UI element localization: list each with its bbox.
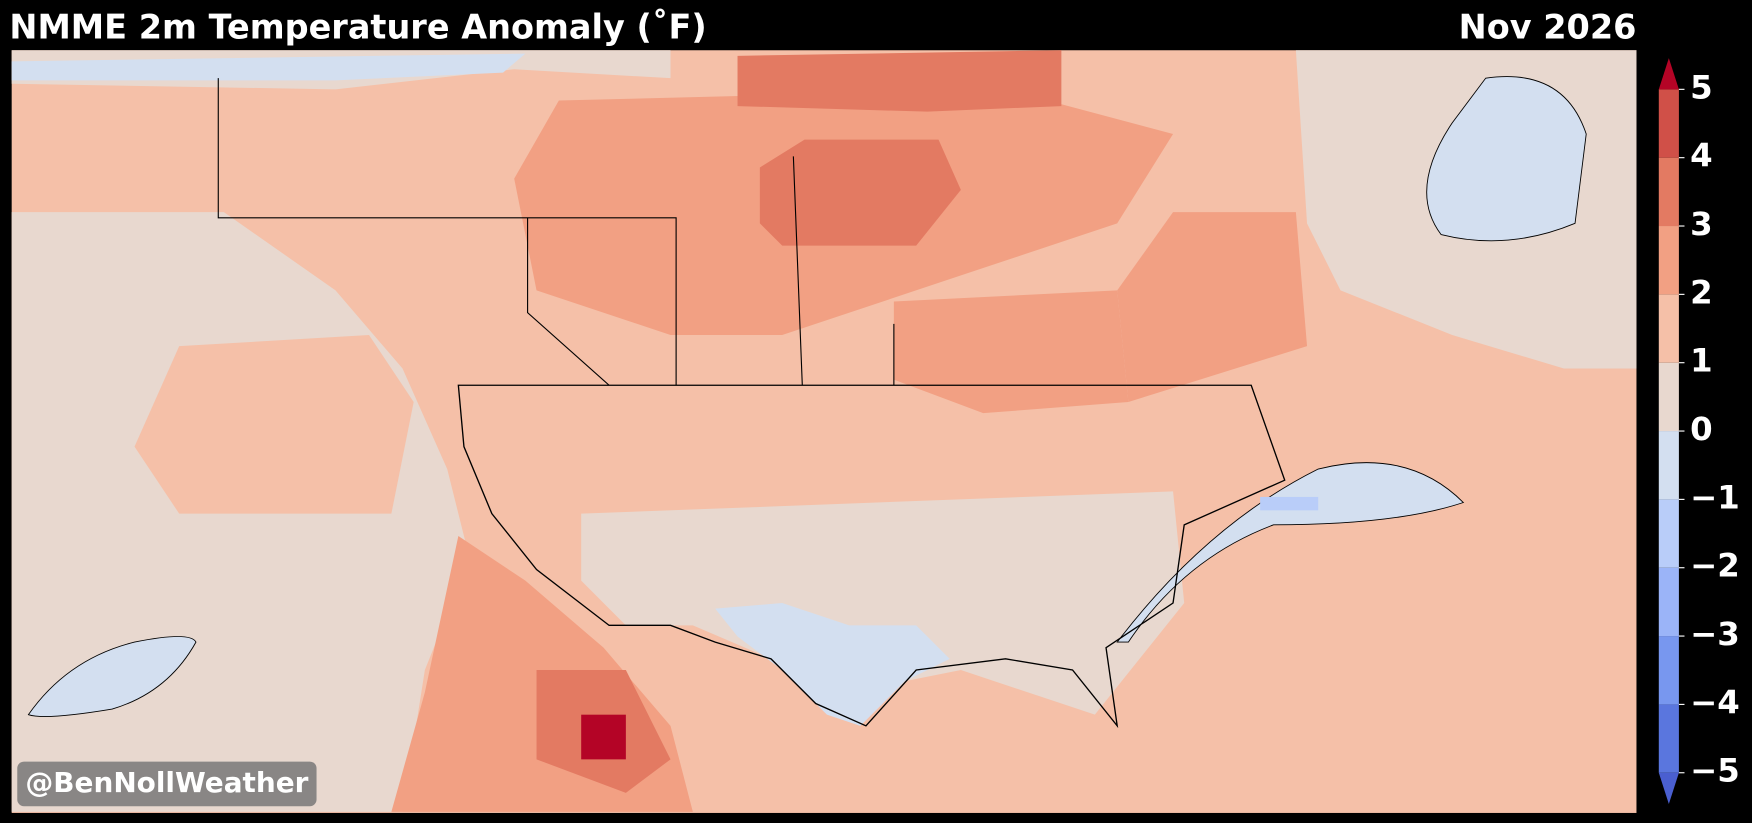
pacific-cool <box>27 636 197 717</box>
atlantic-cool <box>1116 462 1465 643</box>
south-neutral <box>581 491 1185 715</box>
texas-cool <box>715 603 950 726</box>
colorbar-tick-label: 5 <box>1690 68 1713 106</box>
arctic-hot <box>737 50 1062 112</box>
colorbar: −5 −4 −3 −2 −1 0 1 2 3 4 5 <box>1658 58 1740 805</box>
title: NMME 2m Temperature Anomaly (˚F) <box>9 8 706 47</box>
colorbar-segment <box>1658 499 1679 568</box>
colorbar-tick-label: 1 <box>1690 342 1713 380</box>
colorbar-tick-label: −5 <box>1690 752 1740 790</box>
arctic-cool <box>11 53 526 81</box>
colorbar-tick-label: 2 <box>1690 273 1713 311</box>
colorbar-tick-label: 4 <box>1690 137 1713 175</box>
colorbar-segment <box>1658 362 1679 432</box>
colorbar-segment <box>1658 431 1679 500</box>
colorbar-segment <box>1658 294 1679 363</box>
map <box>11 50 1637 813</box>
canada-borders <box>217 78 895 386</box>
colorbar-segment <box>1658 636 1679 705</box>
pacific-warm <box>134 335 414 514</box>
quebec-warm <box>1117 212 1308 403</box>
colorbar-segment <box>1658 157 1679 227</box>
colorbar-segment <box>1658 704 1679 773</box>
colorbar-tick-label: −3 <box>1690 615 1740 653</box>
atlantic-cooler <box>1260 496 1319 511</box>
watermark: @BenNollWeather <box>25 766 308 799</box>
ontario-warm <box>893 290 1129 414</box>
colorbar-over <box>1658 58 1679 90</box>
canada-hot <box>759 139 961 246</box>
colorbar-tick-label: −4 <box>1690 683 1740 721</box>
colorbar-segment <box>1658 567 1679 637</box>
watermark-box <box>17 761 317 807</box>
colorbar-tick-label: −1 <box>1690 478 1740 516</box>
colorbar-tick-label: −2 <box>1690 547 1740 585</box>
colorbar-under <box>1658 772 1679 805</box>
us-outline <box>457 384 1286 729</box>
colorbar-segment <box>1658 89 1679 158</box>
date: Nov 2026 <box>1459 8 1637 47</box>
baja-hottest <box>581 714 626 760</box>
colorbar-tick-label: 3 <box>1690 205 1713 243</box>
greenland-cool <box>1426 76 1587 242</box>
colorbar-tick-label: 0 <box>1690 410 1713 448</box>
colorbar-segment <box>1658 226 1679 295</box>
